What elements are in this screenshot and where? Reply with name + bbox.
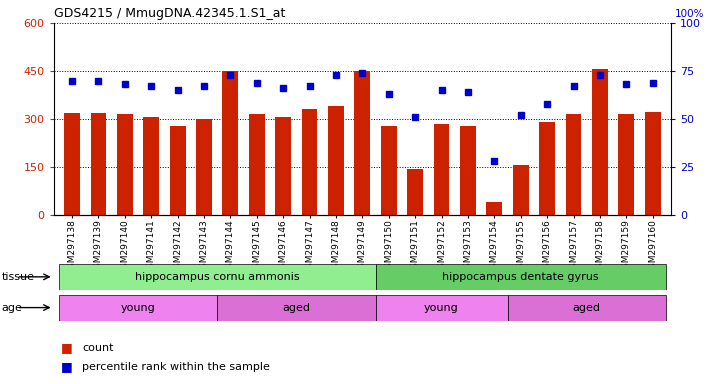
Bar — [64, 113, 80, 215]
Bar — [376, 295, 508, 321]
Bar — [460, 126, 476, 215]
Bar — [618, 114, 634, 215]
Bar — [539, 122, 555, 215]
Bar — [249, 114, 265, 215]
Bar — [328, 106, 344, 215]
Text: aged: aged — [282, 303, 311, 313]
Text: percentile rank within the sample: percentile rank within the sample — [82, 362, 270, 372]
Bar — [407, 169, 423, 215]
Bar — [376, 264, 666, 290]
Bar — [565, 114, 581, 215]
Text: tissue: tissue — [1, 272, 34, 282]
Text: 100%: 100% — [675, 9, 704, 19]
Bar — [508, 295, 666, 321]
Text: hippocampus cornu ammonis: hippocampus cornu ammonis — [135, 272, 299, 282]
Bar — [486, 202, 502, 215]
Text: ■: ■ — [61, 341, 72, 354]
Bar — [276, 118, 291, 215]
Text: count: count — [82, 343, 114, 353]
Text: ■: ■ — [61, 360, 72, 373]
Bar — [59, 295, 217, 321]
Bar — [59, 264, 376, 290]
Text: young: young — [121, 303, 156, 313]
Text: age: age — [1, 303, 22, 313]
Bar — [196, 119, 212, 215]
Bar — [217, 295, 376, 321]
Bar — [91, 113, 106, 215]
Bar — [433, 124, 449, 215]
Bar — [645, 112, 660, 215]
Bar — [354, 71, 371, 215]
Bar — [170, 126, 186, 215]
Bar — [301, 109, 318, 215]
Bar — [513, 166, 528, 215]
Text: young: young — [424, 303, 459, 313]
Bar — [381, 126, 397, 215]
Bar — [223, 71, 238, 215]
Text: GDS4215 / MmugDNA.42345.1.S1_at: GDS4215 / MmugDNA.42345.1.S1_at — [54, 7, 285, 20]
Bar — [117, 114, 133, 215]
Bar — [592, 70, 608, 215]
Text: aged: aged — [573, 303, 600, 313]
Text: hippocampus dentate gyrus: hippocampus dentate gyrus — [443, 272, 599, 282]
Bar — [144, 118, 159, 215]
